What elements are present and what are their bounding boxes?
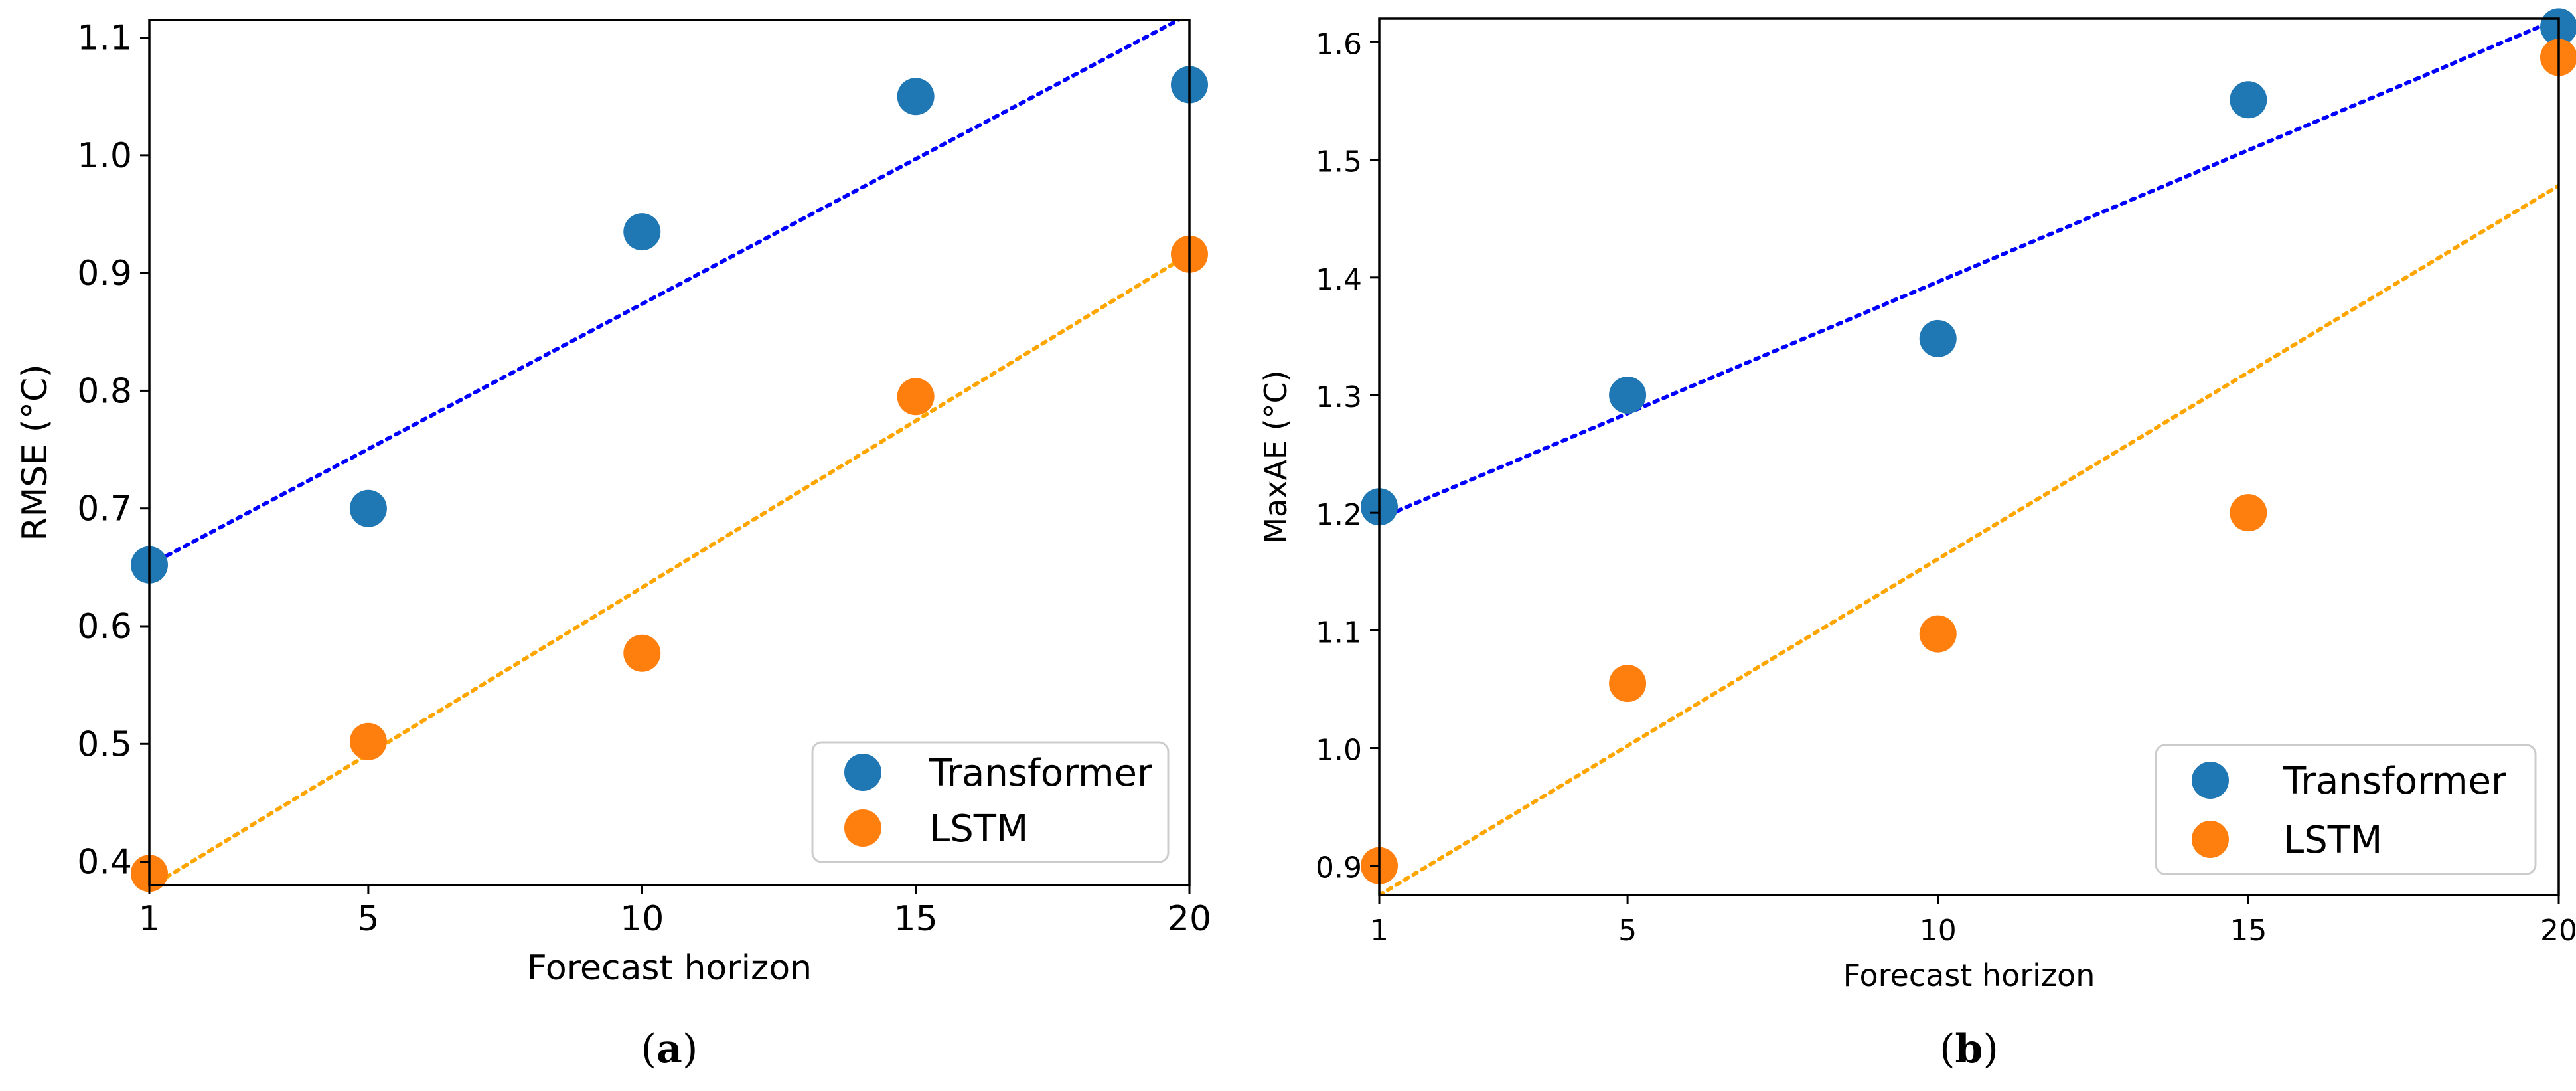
y-tick-label: 1.6: [1316, 27, 1362, 61]
legend: Transformer LSTM: [2155, 744, 2537, 875]
data-point-transformer: [1609, 376, 1647, 414]
data-point-lstm: [623, 634, 661, 672]
data-point-lstm: [897, 378, 935, 416]
panel-label-close: ): [682, 1026, 698, 1072]
panel-label: (a): [641, 1026, 698, 1072]
x-tick-label: 10: [1920, 914, 1957, 948]
legend-marker-lstm: [844, 809, 881, 847]
panel-label: (b): [1939, 1026, 1999, 1072]
y-tick-label: 1.5: [1316, 145, 1362, 179]
y-tick-label: 0.4: [77, 843, 132, 882]
data-point-transformer: [1919, 319, 1957, 357]
x-tick-label: 5: [357, 899, 379, 939]
y-tick-label: 0.5: [77, 724, 132, 764]
y-tick-label: 1.3: [1316, 380, 1362, 414]
data-point-lstm: [1609, 665, 1647, 703]
x-tick-label: 20: [2540, 914, 2576, 948]
x-tick-label: 1: [138, 899, 160, 939]
legend-label-transformer: Transformer: [2283, 760, 2507, 803]
y-axis-label: RMSE (°C): [15, 364, 55, 541]
data-point-lstm: [1919, 615, 1957, 653]
panel-label-open: (: [641, 1026, 656, 1072]
legend-label-lstm: LSTM: [929, 807, 1028, 851]
axes-frame: [148, 19, 1191, 886]
legend-marker-transformer: [844, 754, 881, 791]
y-tick-label: 0.6: [77, 607, 132, 647]
x-tick-label: 20: [1168, 899, 1211, 939]
y-tick-label: 0.8: [77, 371, 132, 411]
legend: Transformer LSTM: [811, 741, 1170, 863]
y-tick-label: 1.1: [77, 19, 132, 58]
x-tick-label: 15: [2230, 914, 2267, 948]
data-point-lstm: [349, 722, 387, 760]
legend-marker-transformer: [2192, 762, 2229, 799]
y-tick-label: 1.1: [1316, 616, 1362, 649]
y-tick-label: 1.4: [1316, 263, 1362, 297]
panel-label-letter: b: [1955, 1026, 1983, 1072]
panel-label-open: (: [1939, 1026, 1955, 1072]
legend-box: [811, 741, 1170, 863]
chart-panel-b: 1 5 10 15 200.91.01.11.21.31.41.51.6Forecast…: [1258, 8, 2576, 1072]
x-axis-label: Forecast horizon: [527, 948, 812, 988]
legend-box: [2155, 744, 2537, 875]
data-point-transformer: [2230, 81, 2267, 119]
data-point-transformer: [623, 213, 661, 251]
y-axis-label: MaxAE (°C): [1258, 370, 1294, 543]
trendline-transformer: [1379, 19, 2559, 521]
chart-panel-a: 1 5 10 15 200.40.50.60.70.80.91.01.1Forecast…: [15, 19, 1211, 1072]
trendline-lstm: [149, 252, 1189, 885]
trendline-transformer: [149, 20, 1183, 567]
x-tick-label: 10: [620, 899, 664, 939]
panel-label-letter: a: [656, 1026, 682, 1072]
y-tick-label: 0.9: [77, 254, 132, 294]
data-point-transformer: [897, 78, 935, 116]
y-tick-label: 1.0: [77, 136, 132, 176]
axes-frame: [1378, 17, 2560, 896]
panel-label-close: ): [1983, 1026, 1998, 1072]
x-tick-label: 15: [894, 899, 938, 939]
legend-marker-lstm: [2192, 821, 2229, 858]
y-tick-label: 1.0: [1316, 734, 1362, 768]
legend-label-lstm: LSTM: [2283, 819, 2382, 862]
x-axis-label: Forecast horizon: [1843, 958, 2095, 993]
data-point-lstm: [2230, 494, 2267, 532]
x-tick-label: 1: [1370, 914, 1389, 948]
y-tick-label: 0.7: [77, 489, 132, 529]
y-tick-label: 1.2: [1316, 498, 1362, 532]
data-point-transformer: [349, 489, 387, 527]
legend-label-transformer: Transformer: [929, 752, 1153, 795]
y-tick-label: 0.9: [1316, 851, 1362, 885]
trendline-lstm: [1379, 183, 2559, 895]
x-tick-label: 5: [1618, 914, 1637, 948]
